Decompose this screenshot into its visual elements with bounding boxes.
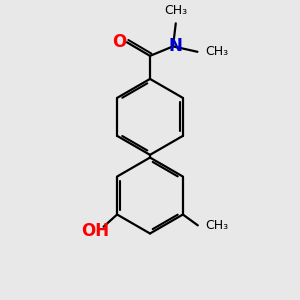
Text: O: O xyxy=(112,33,127,51)
Text: CH₃: CH₃ xyxy=(205,219,228,232)
Text: CH₃: CH₃ xyxy=(164,4,187,16)
Text: CH₃: CH₃ xyxy=(206,45,229,58)
Text: OH: OH xyxy=(81,222,109,240)
Text: N: N xyxy=(168,38,182,56)
